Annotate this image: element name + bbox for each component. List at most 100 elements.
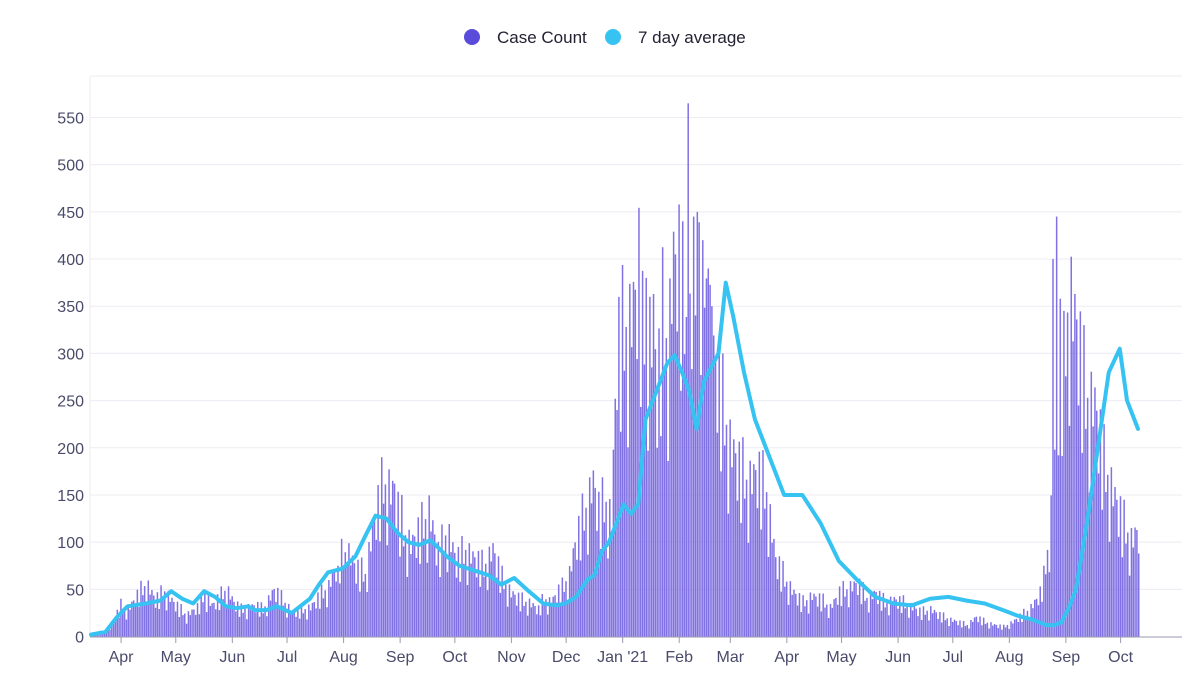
case-count-bar[interactable]	[215, 609, 217, 637]
case-count-bar[interactable]	[355, 583, 357, 637]
case-count-bar[interactable]	[452, 542, 454, 637]
case-count-bar[interactable]	[468, 543, 471, 637]
case-count-bar[interactable]	[499, 592, 502, 637]
case-count-bar[interactable]	[1088, 492, 1091, 637]
case-count-bar[interactable]	[667, 460, 669, 637]
case-count-bar[interactable]	[902, 595, 905, 637]
legend-label-7-day-average[interactable]: 7 day average	[638, 28, 746, 47]
case-count-bar[interactable]	[1068, 425, 1071, 637]
case-count-bar[interactable]	[933, 609, 936, 637]
case-count-bar[interactable]	[364, 573, 367, 637]
case-count-bar[interactable]	[457, 546, 460, 637]
case-count-bar[interactable]	[143, 586, 146, 637]
case-count-bar[interactable]	[315, 608, 317, 637]
case-count-bar[interactable]	[437, 541, 440, 637]
case-count-bar[interactable]	[220, 586, 223, 637]
case-count-bar[interactable]	[771, 542, 773, 637]
case-count-bar[interactable]	[858, 578, 861, 637]
case-count-bar[interactable]	[459, 581, 461, 637]
case-count-bar[interactable]	[685, 316, 688, 637]
case-count-bar[interactable]	[100, 634, 102, 637]
case-count-bar[interactable]	[158, 609, 160, 637]
case-count-bar[interactable]	[1061, 455, 1063, 637]
case-count-bar[interactable]	[251, 604, 254, 637]
case-count-bar[interactable]	[125, 619, 128, 637]
case-count-bar[interactable]	[1132, 547, 1135, 637]
case-count-bar[interactable]	[798, 593, 801, 637]
case-count-bar[interactable]	[368, 542, 370, 637]
case-count-bar[interactable]	[1019, 613, 1021, 637]
case-count-bar[interactable]	[326, 607, 328, 637]
case-count-bar[interactable]	[453, 552, 456, 637]
case-count-bar[interactable]	[833, 599, 835, 637]
case-count-bar[interactable]	[1079, 311, 1082, 637]
case-count-bar[interactable]	[280, 590, 283, 637]
case-count-bar[interactable]	[422, 538, 425, 637]
case-count-bar[interactable]	[800, 612, 803, 637]
case-count-bar[interactable]	[984, 624, 987, 637]
case-count-bar[interactable]	[455, 577, 458, 637]
case-count-bar[interactable]	[258, 616, 261, 637]
case-count-bar[interactable]	[428, 495, 430, 637]
case-count-bar[interactable]	[930, 606, 932, 637]
case-count-bar[interactable]	[193, 609, 195, 637]
case-count-bar[interactable]	[884, 607, 886, 637]
case-count-bar[interactable]	[864, 600, 866, 637]
case-count-bar[interactable]	[1059, 298, 1062, 637]
case-count-bar[interactable]	[813, 593, 815, 637]
case-count-bar[interactable]	[897, 608, 899, 637]
case-count-bar[interactable]	[401, 494, 403, 637]
case-count-bar[interactable]	[167, 590, 170, 637]
case-count-bar[interactable]	[484, 563, 487, 637]
case-count-bar[interactable]	[563, 591, 565, 637]
case-count-bar[interactable]	[1136, 529, 1138, 637]
case-count-bar[interactable]	[273, 588, 275, 637]
case-count-bar[interactable]	[554, 595, 556, 637]
case-count-bar[interactable]	[366, 592, 368, 637]
case-count-bar[interactable]	[112, 620, 115, 637]
case-count-bar[interactable]	[975, 616, 978, 637]
case-count-bar[interactable]	[567, 600, 569, 637]
case-count-bar[interactable]	[373, 517, 376, 637]
case-count-bar[interactable]	[246, 619, 248, 637]
case-count-bar[interactable]	[962, 620, 965, 637]
case-count-bar[interactable]	[236, 601, 239, 637]
case-count-bar[interactable]	[173, 601, 175, 637]
case-count-bar[interactable]	[204, 593, 206, 637]
case-count-bar[interactable]	[435, 565, 438, 637]
case-count-bar[interactable]	[751, 494, 753, 637]
case-count-bar[interactable]	[238, 616, 241, 637]
case-count-bar[interactable]	[508, 584, 511, 637]
case-count-bar[interactable]	[351, 555, 354, 637]
case-count-bar[interactable]	[630, 347, 633, 637]
case-count-bar[interactable]	[837, 604, 839, 637]
case-count-bar[interactable]	[512, 591, 514, 637]
case-count-bar[interactable]	[588, 477, 591, 637]
case-count-bar[interactable]	[857, 594, 859, 637]
case-count-bar[interactable]	[107, 629, 109, 637]
case-count-bar[interactable]	[791, 594, 793, 637]
case-count-bar[interactable]	[514, 594, 516, 637]
case-count-bar[interactable]	[340, 538, 343, 637]
case-count-bar[interactable]	[174, 611, 177, 637]
case-count-bar[interactable]	[337, 565, 339, 637]
case-count-bar[interactable]	[594, 487, 596, 637]
case-count-bar[interactable]	[362, 581, 365, 637]
case-count-bar[interactable]	[547, 614, 549, 637]
case-count-bar[interactable]	[289, 612, 292, 637]
case-count-bar[interactable]	[964, 626, 967, 637]
case-count-bar[interactable]	[255, 612, 257, 637]
case-count-bar[interactable]	[940, 622, 943, 637]
case-count-bar[interactable]	[198, 614, 201, 637]
case-count-bar[interactable]	[709, 284, 711, 637]
case-count-bar[interactable]	[605, 501, 607, 637]
case-count-bar[interactable]	[242, 612, 244, 637]
case-count-bar[interactable]	[244, 608, 246, 637]
case-count-bar[interactable]	[472, 551, 474, 637]
case-count-bar[interactable]	[661, 247, 664, 637]
case-count-bar[interactable]	[683, 354, 686, 637]
case-count-bar[interactable]	[1125, 543, 1127, 637]
case-count-bar[interactable]	[818, 593, 821, 637]
case-count-bar[interactable]	[556, 602, 558, 637]
case-count-bar[interactable]	[353, 563, 356, 637]
